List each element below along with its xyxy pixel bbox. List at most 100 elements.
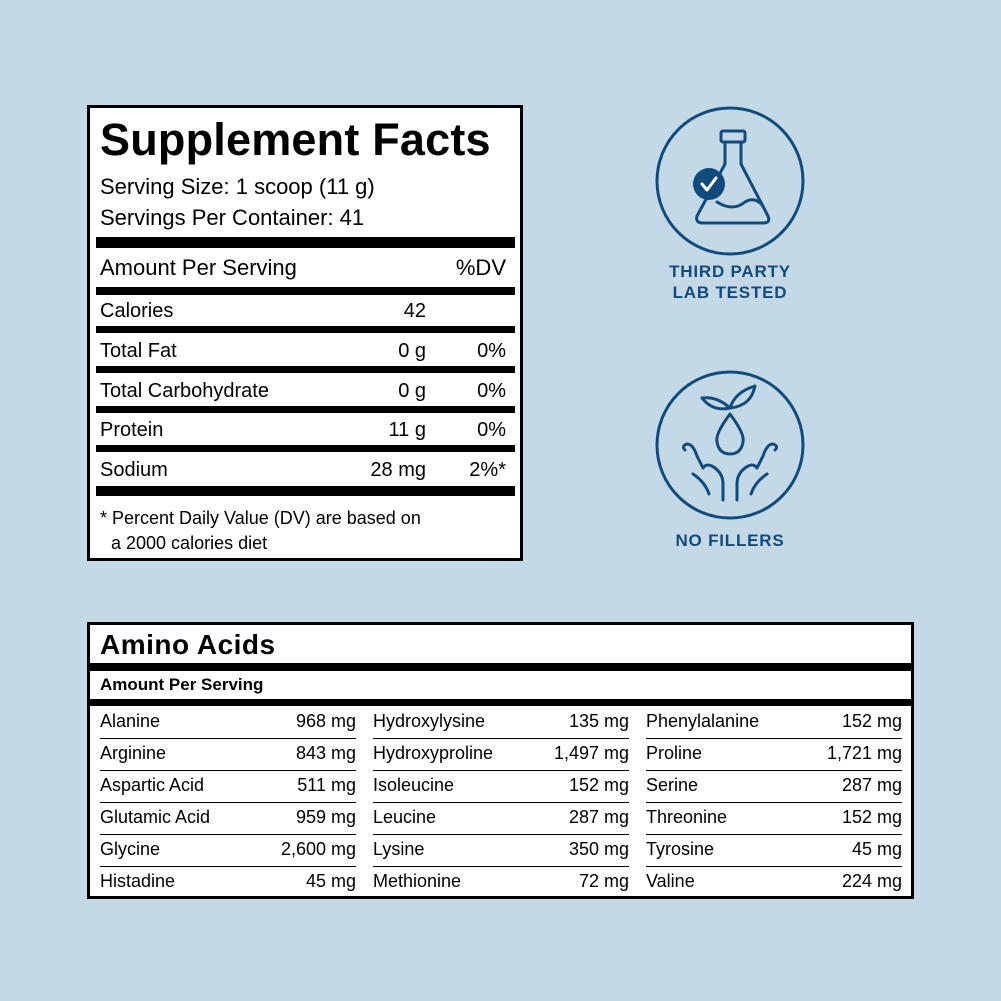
amino-name: Serine bbox=[646, 775, 699, 795]
badge-line: LAB TESTED bbox=[672, 283, 788, 302]
hands-drop-leaf-icon bbox=[655, 370, 805, 520]
amino-row: Lysine 350 mg bbox=[373, 835, 629, 867]
nutrient-row: Total Carbohydrate 0 g 0% bbox=[100, 380, 506, 406]
amino-name: Valine bbox=[646, 871, 695, 891]
nutrient-name: Total Fat bbox=[100, 340, 177, 362]
nutrient-amount: 0 g bbox=[398, 380, 426, 402]
divider bbox=[96, 366, 515, 373]
amino-row: Serine 287 mg bbox=[646, 771, 902, 803]
amino-row: Valine 224 mg bbox=[646, 867, 902, 899]
amino-row: Proline 1,721 mg bbox=[646, 739, 902, 771]
divider bbox=[90, 699, 911, 706]
amino-row: Hydroxylysine 135 mg bbox=[373, 707, 629, 739]
nutrient-row: Protein 11 g 0% bbox=[100, 419, 506, 445]
amino-name: Tyrosine bbox=[646, 839, 715, 859]
supplement-facts-panel: Supplement Facts Serving Size: 1 scoop (… bbox=[87, 105, 523, 561]
nutrient-name: Total Carbohydrate bbox=[100, 380, 269, 402]
nutrient-name: Protein bbox=[100, 419, 164, 441]
nutrient-amount: 11 g bbox=[388, 419, 426, 441]
no-fillers-badge-label: NO FILLERS bbox=[640, 530, 820, 551]
amino-row: Leucine 287 mg bbox=[373, 803, 629, 835]
nutrient-dv: 2%* bbox=[469, 459, 506, 481]
amino-name: Threonine bbox=[646, 807, 728, 827]
amino-value: 1,721 mg bbox=[826, 743, 902, 763]
nutrient-name: Calories bbox=[100, 300, 174, 322]
amino-name: Glutamic Acid bbox=[100, 807, 211, 827]
servings-per-container: Servings Per Container: 41 bbox=[100, 205, 365, 230]
amino-row: Arginine 843 mg bbox=[100, 739, 356, 771]
amino-value: 152 mg bbox=[841, 711, 902, 731]
amino-name: Aspartic Acid bbox=[100, 775, 205, 795]
amino-value: 135 mg bbox=[568, 711, 629, 731]
divider bbox=[96, 237, 515, 248]
amino-value: 224 mg bbox=[841, 871, 902, 891]
nutrient-row: Total Fat 0 g 0% bbox=[100, 340, 506, 366]
amino-row: Methionine 72 mg bbox=[373, 867, 629, 899]
amino-name: Isoleucine bbox=[373, 775, 455, 795]
footnote-line: * Percent Daily Value (DV) are based on bbox=[100, 508, 421, 528]
amino-row: Phenylalanine 152 mg bbox=[646, 707, 902, 739]
amino-name: Lysine bbox=[373, 839, 425, 859]
amino-row: Aspartic Acid 511 mg bbox=[100, 771, 356, 803]
divider bbox=[96, 326, 515, 333]
amino-acids-title: Amino Acids bbox=[100, 629, 276, 660]
footnote-line: a 2000 calories diet bbox=[111, 533, 268, 553]
amino-row: Glutamic Acid 959 mg bbox=[100, 803, 356, 835]
amino-value: 287 mg bbox=[841, 775, 902, 795]
amino-value: 1,497 mg bbox=[553, 743, 629, 763]
amino-row: Tyrosine 45 mg bbox=[646, 835, 902, 867]
amino-column: Alanine 968 mg Arginine 843 mg Aspartic Acid… bbox=[100, 707, 356, 899]
divider bbox=[90, 663, 911, 671]
amino-value: 45 mg bbox=[851, 839, 902, 859]
amino-name: Histadine bbox=[100, 871, 176, 891]
amount-per-serving-label: Amount Per Serving bbox=[100, 675, 264, 694]
supplement-facts-title: Supplement Facts bbox=[100, 114, 491, 165]
amino-name: Methionine bbox=[373, 871, 462, 891]
amino-column: Hydroxylysine 135 mg Hydroxyproline 1,497 m… bbox=[373, 707, 629, 899]
amino-name: Alanine bbox=[100, 711, 161, 731]
flask-check-icon bbox=[655, 106, 805, 256]
amino-value: 152 mg bbox=[841, 807, 902, 827]
nutrient-dv: 0% bbox=[477, 419, 506, 441]
amino-name: Leucine bbox=[373, 807, 437, 827]
footnote: * Percent Daily Value (DV) are based on … bbox=[100, 506, 421, 556]
amino-row: Glycine 2,600 mg bbox=[100, 835, 356, 867]
amount-per-serving-label: Amount Per Serving bbox=[100, 255, 297, 280]
amino-column: Phenylalanine 152 mg Proline 1,721 mg Serine… bbox=[646, 707, 902, 899]
amino-value: 2,600 mg bbox=[280, 839, 356, 859]
nutrient-row: Calories 42 bbox=[100, 300, 506, 326]
amino-value: 959 mg bbox=[295, 807, 356, 827]
amino-value: 152 mg bbox=[568, 775, 629, 795]
nutrient-dv: 0% bbox=[477, 340, 506, 362]
divider bbox=[96, 445, 515, 452]
amino-row: Threonine 152 mg bbox=[646, 803, 902, 835]
nutrient-dv: 0% bbox=[477, 380, 506, 402]
amino-value: 287 mg bbox=[568, 807, 629, 827]
amino-row: Histadine 45 mg bbox=[100, 867, 356, 899]
nutrient-amount: 42 bbox=[403, 300, 426, 322]
badge-line: NO FILLERS bbox=[675, 531, 785, 550]
amino-acids-panel: Amino Acids Amount Per Serving Alanine 96… bbox=[87, 622, 914, 899]
amino-value: 45 mg bbox=[305, 871, 356, 891]
nutrient-amount: 28 mg bbox=[370, 459, 426, 481]
amino-name: Glycine bbox=[100, 839, 161, 859]
divider bbox=[96, 287, 515, 295]
amino-value: 511 mg bbox=[297, 775, 356, 795]
nutrient-row: Sodium 28 mg 2%* bbox=[100, 459, 506, 485]
third-party-badge-label: THIRD PARTY LAB TESTED bbox=[640, 261, 820, 303]
divider bbox=[96, 406, 515, 413]
amino-name: Phenylalanine bbox=[646, 711, 760, 731]
amino-name: Hydroxyproline bbox=[373, 743, 494, 763]
amino-row: Alanine 968 mg bbox=[100, 707, 356, 739]
amino-value: 843 mg bbox=[295, 743, 356, 763]
nutrient-name: Sodium bbox=[100, 459, 168, 481]
amino-value: 968 mg bbox=[295, 711, 356, 731]
serving-size: Serving Size: 1 scoop (11 g) bbox=[100, 174, 375, 199]
amino-value: 350 mg bbox=[568, 839, 629, 859]
amino-row: Isoleucine 152 mg bbox=[373, 771, 629, 803]
badge-line: THIRD PARTY bbox=[669, 262, 791, 281]
amino-name: Proline bbox=[646, 743, 703, 763]
amino-name: Arginine bbox=[100, 743, 167, 763]
amino-name: Hydroxylysine bbox=[373, 711, 486, 731]
dv-label: %DV bbox=[455, 255, 506, 280]
